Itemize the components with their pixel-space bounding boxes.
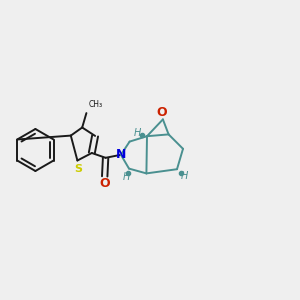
Text: H: H xyxy=(181,171,188,181)
Text: H: H xyxy=(122,172,130,182)
Text: N: N xyxy=(116,148,126,161)
Text: CH₃: CH₃ xyxy=(89,100,103,109)
Text: O: O xyxy=(99,177,110,190)
Text: H: H xyxy=(134,128,141,138)
Text: O: O xyxy=(156,106,167,119)
Text: S: S xyxy=(74,164,82,174)
